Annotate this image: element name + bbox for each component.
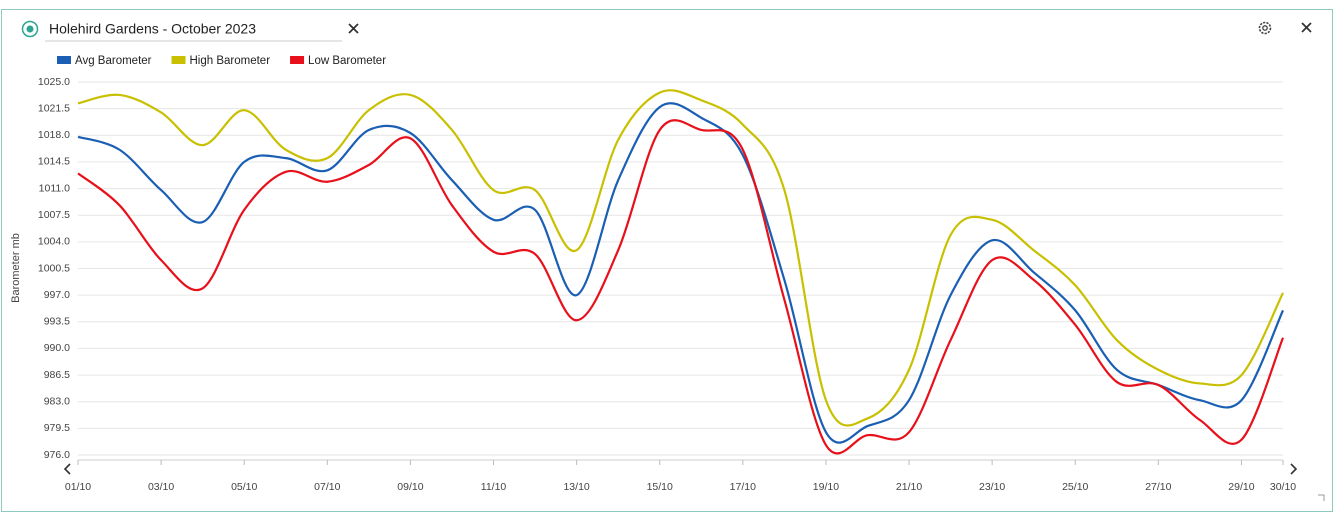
x-tick-label: 01/10	[65, 481, 91, 493]
y-tick-label: 990.0	[44, 342, 70, 354]
clear-title-button[interactable]	[348, 23, 359, 34]
series-line	[77, 102, 1284, 444]
x-tick-label: 29/10	[1228, 481, 1254, 493]
legend-label: Avg Barometer	[75, 55, 152, 67]
x-tick-label: 27/10	[1145, 481, 1171, 493]
x-tick-label: 05/10	[231, 481, 257, 493]
radio-button[interactable]	[21, 20, 39, 38]
y-tick-label: 1007.5	[38, 209, 70, 221]
y-tick-label: 993.5	[44, 316, 70, 328]
x-tick-label: 21/10	[896, 481, 922, 493]
settings-button[interactable]	[1258, 21, 1272, 35]
legend-label: High Barometer	[190, 55, 271, 67]
radio-dot	[26, 25, 34, 33]
legend-swatch	[57, 56, 71, 64]
x-tick-label: 09/10	[397, 481, 423, 493]
y-tick-label: 983.0	[44, 395, 70, 407]
y-tick-label: 1004.0	[38, 236, 70, 248]
x-tick-label: 11/10	[481, 481, 507, 493]
legend-swatch	[290, 56, 305, 64]
legend-swatch	[171, 56, 186, 64]
x-tick-label: 19/10	[813, 481, 839, 493]
x-tick-label: 07/10	[314, 481, 340, 493]
y-tick-label: 1018.0	[38, 129, 70, 141]
resize-handle[interactable]	[1318, 494, 1325, 501]
y-tick-label: 976.0	[44, 449, 70, 461]
y-tick-label: 1011.0	[39, 182, 70, 194]
y-tick-label: 1014.5	[38, 156, 70, 168]
y-tick-label: 979.5	[44, 422, 70, 434]
y-tick-label: 1021.5	[38, 102, 70, 114]
x-tick-label: 03/10	[148, 481, 174, 493]
x-tick-label: 17/10	[730, 481, 756, 493]
scroll-right-button[interactable]	[1290, 463, 1298, 475]
y-axis-label: Barometer mb	[10, 233, 22, 303]
close-button[interactable]	[1301, 22, 1312, 33]
y-tick-label: 986.5	[44, 369, 70, 381]
series-line	[77, 89, 1284, 427]
y-tick-label: 997.0	[44, 289, 70, 301]
x-tick-label: 25/10	[1062, 481, 1088, 493]
scroll-left-button[interactable]	[63, 463, 71, 475]
legend-label: Low Barometer	[308, 55, 386, 67]
x-tick-label: 30/10	[1270, 481, 1296, 493]
chart-title[interactable]: Holehird Gardens - October 2023	[49, 21, 256, 37]
series-line	[77, 119, 1285, 455]
x-tick-label: 15/10	[647, 481, 673, 493]
y-tick-label: 1000.5	[38, 262, 70, 274]
y-tick-label: 1025.0	[38, 76, 70, 88]
x-tick-label: 23/10	[979, 481, 1005, 493]
x-tick-label: 13/10	[563, 481, 589, 493]
